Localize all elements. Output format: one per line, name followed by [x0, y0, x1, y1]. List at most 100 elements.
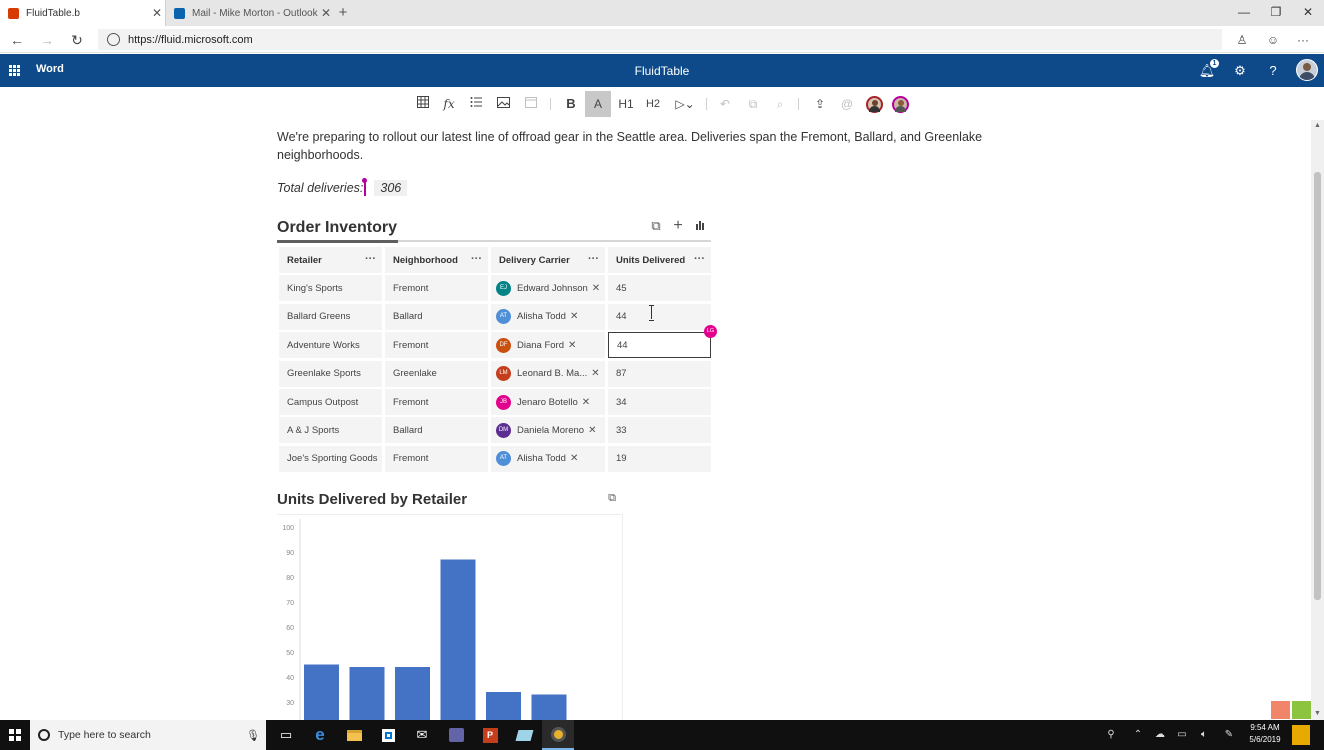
total-deliveries[interactable]: Total deliveries: 306 [277, 177, 408, 196]
close-window-button[interactable]: ✕ [1302, 5, 1314, 19]
remove-person-icon[interactable]: ✕ [591, 368, 600, 380]
powerpoint-icon[interactable]: P [474, 720, 506, 750]
chart-bar[interactable] [349, 667, 385, 720]
table-cell[interactable]: 45 [608, 275, 711, 302]
notifications-icon[interactable]: 🔔︎ 1 [1196, 59, 1219, 82]
back-button[interactable]: ← [10, 32, 24, 48]
scroll-up-icon[interactable]: ▲ [1314, 122, 1321, 129]
table-cell[interactable]: 44 [608, 332, 711, 359]
start-button[interactable] [0, 720, 30, 750]
forward-button[interactable]: → [40, 32, 54, 48]
table-cell[interactable]: Fremont [385, 389, 488, 415]
heading2-button[interactable]: H2 [645, 98, 661, 110]
column-header[interactable]: Neighborhood ··· [385, 247, 488, 273]
teams-icon[interactable] [440, 720, 472, 750]
table-cell[interactable]: DM Daniela Moreno ✕ [491, 417, 605, 444]
mail-icon[interactable]: ✉ [416, 727, 428, 742]
document-title[interactable]: FluidTable [634, 64, 690, 78]
table-cell[interactable]: LM Leonard B. Ma... ✕ [491, 360, 605, 387]
store-icon[interactable] [372, 720, 404, 750]
action-center-icon[interactable] [1292, 725, 1310, 745]
add-column-icon[interactable]: + [673, 217, 683, 234]
table-cell[interactable]: Greenlake [385, 360, 488, 387]
people-icon[interactable]: ⚲ [1107, 729, 1115, 740]
help-icon[interactable]: ? [1269, 63, 1277, 78]
text-style-dropdown-icon[interactable]: ▷⌄ [675, 97, 695, 111]
collaborator-avatar[interactable] [866, 96, 883, 113]
table-cell[interactable]: 33 [608, 417, 711, 444]
table-cell[interactable]: King's Sports [279, 275, 382, 302]
browser-tab-outlook[interactable]: Mail - Mike Morton - Outlook ✕ [166, 0, 334, 26]
table-cell[interactable]: Greenlake Sports [279, 360, 382, 387]
pen-icon[interactable]: ✎ [1224, 729, 1234, 740]
copy-table-icon[interactable]: ⧉ [651, 218, 661, 233]
table-cell[interactable]: Joe's Sporting Goods [279, 445, 382, 472]
close-tab-icon[interactable]: ✕ [151, 6, 163, 20]
column-menu-icon[interactable]: ··· [365, 253, 376, 265]
feedback-icon[interactable]: ☺ [1266, 33, 1280, 47]
network-icon[interactable]: ▭ [1177, 729, 1187, 740]
app-launcher-icon[interactable] [9, 65, 20, 76]
table-cell[interactable]: 87 [608, 360, 711, 387]
refresh-button[interactable]: ↻ [71, 32, 83, 48]
vertical-scrollbar[interactable]: ▲ ▼ [1311, 120, 1324, 720]
app-name[interactable]: Word [36, 63, 64, 75]
table-cell[interactable]: 44 [608, 303, 711, 330]
table-cell[interactable]: JB Jenaro Botello ✕ [491, 389, 605, 415]
table-cell[interactable]: AT Alisha Todd ✕ [491, 303, 605, 330]
remove-person-icon[interactable]: ✕ [569, 311, 579, 323]
table-cell[interactable]: Ballard Greens [279, 303, 382, 330]
highlight-button[interactable]: A [585, 91, 611, 117]
table-cell[interactable]: A & J Sports [279, 417, 382, 444]
settings-icon[interactable]: ⚙ [1234, 63, 1246, 78]
table-cell[interactable]: DF Diana Ford ✕ [491, 332, 605, 359]
remove-person-icon[interactable]: ✕ [569, 453, 579, 465]
chart-bar[interactable] [531, 694, 567, 721]
table-cell[interactable]: Fremont [385, 332, 488, 359]
microphone-icon[interactable]: 🎙︎ [246, 729, 260, 742]
column-menu-icon[interactable]: ··· [471, 253, 482, 265]
chrome-canary-icon[interactable] [542, 720, 574, 750]
collaborator-avatar[interactable] [892, 96, 909, 113]
table-cell[interactable]: Ballard [385, 303, 488, 330]
close-tab-icon[interactable]: ✕ [320, 6, 332, 20]
show-hidden-icons[interactable]: ⌃ [1133, 729, 1143, 740]
insert-image-icon[interactable] [490, 91, 516, 117]
whiteboard-icon[interactable] [508, 720, 540, 750]
system-clock[interactable]: 9:54 AM 5/6/2019 [1244, 722, 1286, 746]
mention-icon[interactable]: @ [840, 97, 854, 111]
remove-person-icon[interactable]: ✕ [568, 339, 577, 351]
column-header[interactable]: Retailer ··· [279, 247, 382, 273]
heading1-button[interactable]: H1 [618, 97, 634, 111]
new-tab-button[interactable]: + [338, 4, 348, 21]
scrollbar-thumb[interactable] [1314, 172, 1321, 600]
chart-bar[interactable] [304, 664, 339, 721]
insert-table-icon[interactable] [410, 91, 436, 117]
chart-bar[interactable] [440, 559, 476, 721]
column-header[interactable]: Delivery Carrier ··· [491, 247, 605, 273]
file-explorer-icon[interactable] [338, 720, 370, 750]
table-cell[interactable]: Campus Outpost [279, 389, 382, 415]
chart-bar[interactable] [486, 692, 521, 720]
bullet-list-icon[interactable] [463, 91, 489, 117]
column-header[interactable]: Units Delivered ··· [608, 247, 711, 273]
scroll-down-icon[interactable]: ▼ [1314, 710, 1321, 717]
more-icon[interactable]: ··· [1297, 33, 1309, 47]
chart-title[interactable]: Units Delivered by Retailer [277, 491, 468, 508]
remove-person-icon[interactable]: ✕ [591, 282, 601, 294]
restore-button[interactable]: ❐ [1270, 5, 1282, 19]
table-cell[interactable]: EJ Edward Johnson ✕ [491, 275, 605, 302]
taskbar-search[interactable]: Type here to search 🎙︎ [30, 720, 266, 750]
copy-chart-icon[interactable]: ⧉ [608, 492, 616, 504]
profile-avatar[interactable] [1296, 59, 1318, 81]
share-icon[interactable]: ⇪ [814, 97, 826, 111]
url-field[interactable]: https://fluid.microsoft.com [98, 29, 1222, 50]
table-cell[interactable]: Adventure Works [279, 332, 382, 359]
total-value[interactable]: 306 [374, 180, 408, 196]
table-title[interactable]: Order Inventory [277, 219, 398, 236]
table-cell[interactable]: Fremont [385, 445, 488, 472]
remove-person-icon[interactable]: ✕ [588, 424, 597, 436]
copy-icon[interactable]: ⧉ [748, 97, 758, 111]
remove-person-icon[interactable]: ✕ [581, 396, 591, 408]
chart-icon[interactable] [691, 217, 709, 235]
